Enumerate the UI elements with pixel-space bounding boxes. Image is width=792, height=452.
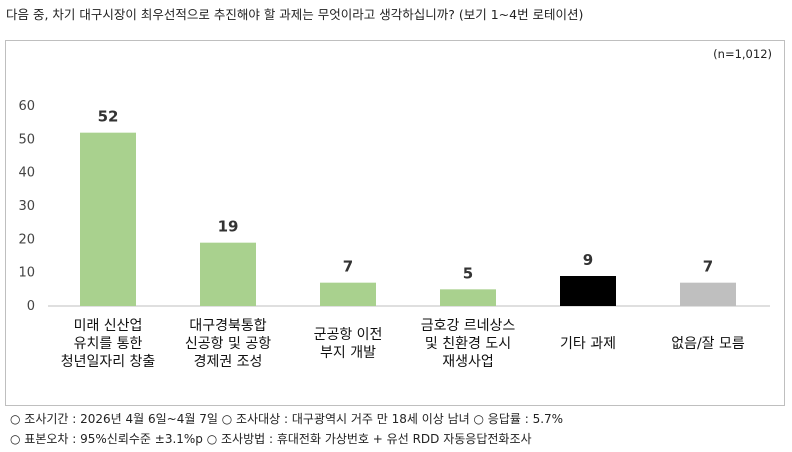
- data-label: 7: [703, 258, 713, 276]
- survey-info-line-1: ○ 조사기간 : 2026년 4월 6일~4월 7일 ○ 조사대상 : 대구광역…: [10, 412, 564, 426]
- bar: [440, 289, 496, 306]
- category-label: 군공항 이전 부지 개발: [314, 327, 383, 361]
- data-label: 19: [218, 218, 239, 236]
- y-tick-label: 0: [27, 299, 35, 314]
- y-tick-label: 50: [18, 132, 35, 147]
- bar: [560, 276, 616, 306]
- survey-info-line-2: ○ 표본오차 : 95%신뢰수준 ±3.1%p ○ 조사방법 : 휴대전화 가상…: [10, 432, 532, 446]
- bar: [320, 282, 376, 306]
- category-label: 기타 과제: [560, 336, 616, 352]
- data-label: 5: [463, 264, 473, 282]
- category-label: 금호강 르네상스 및 친환경 도시 재생사업: [421, 318, 516, 370]
- survey-question: 다음 중, 차기 대구시장이 최우선적으로 추진해야 할 과제는 무엇이라고 생…: [6, 7, 584, 22]
- category-label: 없음/잘 모름: [671, 336, 745, 352]
- sample-size-label: (n=1,012): [713, 47, 772, 61]
- chart-frame: (n=1,012): [5, 40, 785, 406]
- category-label: 미래 신산업 유치를 통한 청년일자리 창출: [61, 318, 156, 370]
- data-label: 52: [98, 108, 119, 126]
- bar-chart: 0 10 20 30 40 50 60 52 19 7 5 9 7 미래 신산업 유치를 통한 청년일자리…: [18, 99, 770, 370]
- bar: [80, 132, 136, 306]
- category-label: 대구경북통합 신공항 및 공항 경제권 조성: [185, 318, 271, 370]
- bar: [200, 242, 256, 306]
- bar: [680, 282, 736, 306]
- data-label: 7: [343, 258, 353, 276]
- y-tick-label: 60: [18, 99, 35, 114]
- y-tick-label: 40: [18, 166, 35, 181]
- data-label: 9: [583, 251, 593, 269]
- y-tick-label: 30: [18, 199, 35, 214]
- y-tick-label: 10: [18, 266, 35, 281]
- y-tick-label: 20: [18, 232, 35, 247]
